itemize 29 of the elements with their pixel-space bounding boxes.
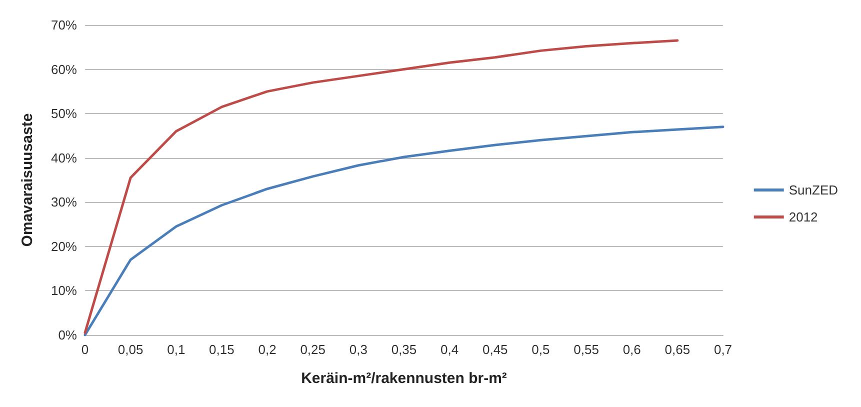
y-tick-label: 50% [50,106,78,122]
y-tick-label: 10% [50,283,78,298]
y-tick-label: 20% [50,238,78,254]
y-tick-label: 70% [50,18,78,32]
x-tick-label: 0,45 [482,342,508,357]
y-tick-label: 60% [50,62,78,77]
line-series [84,39,679,334]
x-tick-label: 0,35 [391,342,417,357]
y-axis-title: Omavaraisuusaste [19,113,36,247]
legend-label: SunZED [788,182,838,198]
x-axis-title: Keräin-m²/rakennusten br-m² [301,370,507,387]
y-tick-label: 40% [50,150,78,166]
y-tick-label: 0% [58,328,78,342]
x-tick-label: 0,5 [532,342,550,357]
line-series [84,126,724,336]
x-tick-label: 0,15 [209,342,234,357]
y-tick-label: 30% [50,194,78,210]
x-tick-label: 0,4 [440,342,459,357]
x-tick-label: 0,55 [574,342,599,357]
legend-label: 2012 [788,210,818,224]
x-tick-label: 0,6 [622,342,641,357]
x-tick-label: 0,7 [714,342,732,357]
x-tick-label: 0,1 [167,342,186,357]
x-tick-label: 0,25 [300,342,326,357]
x-tick-label: 0,05 [118,342,144,357]
x-tick-label: 0,3 [349,342,368,357]
x-tick-label: 0 [81,342,89,357]
x-tick-label: 0,65 [664,342,690,357]
x-tick-label: 0,2 [258,342,276,357]
